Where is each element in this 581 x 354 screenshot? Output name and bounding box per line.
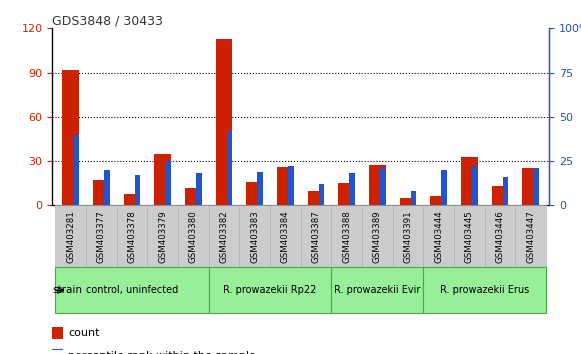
Text: GSM403446: GSM403446 bbox=[496, 210, 504, 263]
Bar bbox=[117, 205, 148, 267]
Text: GSM403388: GSM403388 bbox=[342, 210, 351, 263]
Bar bbox=[362, 205, 393, 267]
Text: count: count bbox=[68, 328, 100, 338]
Bar bbox=[485, 205, 515, 267]
Bar bbox=[209, 205, 239, 267]
Bar bbox=[533, 168, 539, 205]
Bar bbox=[52, 349, 63, 354]
Bar bbox=[522, 169, 539, 205]
Bar bbox=[55, 267, 209, 313]
Bar bbox=[135, 175, 140, 205]
Bar bbox=[277, 167, 294, 205]
Bar bbox=[503, 177, 508, 205]
Bar bbox=[301, 205, 331, 267]
Bar bbox=[400, 198, 417, 205]
Bar bbox=[209, 267, 331, 313]
Bar bbox=[62, 70, 79, 205]
Text: R. prowazekii Evir: R. prowazekii Evir bbox=[334, 285, 421, 295]
Text: GSM403378: GSM403378 bbox=[127, 210, 137, 263]
Bar bbox=[442, 170, 447, 205]
Bar bbox=[411, 191, 416, 205]
Bar bbox=[430, 196, 447, 205]
Bar bbox=[178, 205, 209, 267]
Text: GSM403447: GSM403447 bbox=[526, 210, 535, 263]
Bar bbox=[338, 183, 355, 205]
Bar bbox=[257, 172, 263, 205]
Bar bbox=[288, 166, 293, 205]
Bar bbox=[227, 131, 232, 205]
Bar bbox=[124, 194, 141, 205]
Bar bbox=[104, 170, 110, 205]
Text: GSM403377: GSM403377 bbox=[97, 210, 106, 263]
Bar bbox=[461, 156, 478, 205]
Bar bbox=[216, 39, 232, 205]
Bar bbox=[270, 205, 301, 267]
Text: GSM403380: GSM403380 bbox=[189, 210, 198, 263]
Bar bbox=[424, 205, 454, 267]
Bar bbox=[246, 182, 263, 205]
Bar bbox=[307, 190, 324, 205]
Bar bbox=[515, 205, 546, 267]
Bar bbox=[196, 173, 202, 205]
Bar bbox=[331, 267, 424, 313]
Text: GSM403389: GSM403389 bbox=[373, 210, 382, 263]
Bar bbox=[380, 168, 386, 205]
Bar bbox=[454, 205, 485, 267]
Text: GSM403281: GSM403281 bbox=[66, 210, 75, 263]
Text: GSM403387: GSM403387 bbox=[311, 210, 321, 263]
Bar bbox=[185, 188, 202, 205]
Bar bbox=[393, 205, 424, 267]
Text: GSM403445: GSM403445 bbox=[465, 210, 474, 263]
Text: control, uninfected: control, uninfected bbox=[86, 285, 178, 295]
Bar bbox=[369, 166, 386, 205]
Bar bbox=[331, 205, 362, 267]
Bar bbox=[492, 186, 508, 205]
Text: GSM403444: GSM403444 bbox=[434, 210, 443, 263]
Text: GSM403383: GSM403383 bbox=[250, 210, 259, 263]
Bar bbox=[93, 180, 110, 205]
Text: GDS3848 / 30433: GDS3848 / 30433 bbox=[52, 14, 163, 27]
Bar bbox=[424, 267, 546, 313]
Bar bbox=[319, 184, 324, 205]
Bar bbox=[154, 154, 171, 205]
Text: GSM403382: GSM403382 bbox=[220, 210, 228, 263]
Bar bbox=[73, 135, 79, 205]
Bar bbox=[148, 205, 178, 267]
Text: R. prowazekii Erus: R. prowazekii Erus bbox=[440, 285, 529, 295]
Text: strain: strain bbox=[53, 285, 83, 295]
Bar bbox=[166, 161, 171, 205]
Bar bbox=[349, 173, 355, 205]
Bar bbox=[86, 205, 117, 267]
Bar bbox=[472, 166, 478, 205]
Text: GSM403391: GSM403391 bbox=[403, 210, 413, 263]
Text: GSM403379: GSM403379 bbox=[158, 210, 167, 263]
Bar bbox=[239, 205, 270, 267]
Text: GSM403384: GSM403384 bbox=[281, 210, 290, 263]
Bar bbox=[52, 327, 63, 339]
Bar bbox=[55, 205, 86, 267]
Text: percentile rank within the sample: percentile rank within the sample bbox=[68, 351, 256, 354]
Text: R. prowazekii Rp22: R. prowazekii Rp22 bbox=[223, 285, 317, 295]
